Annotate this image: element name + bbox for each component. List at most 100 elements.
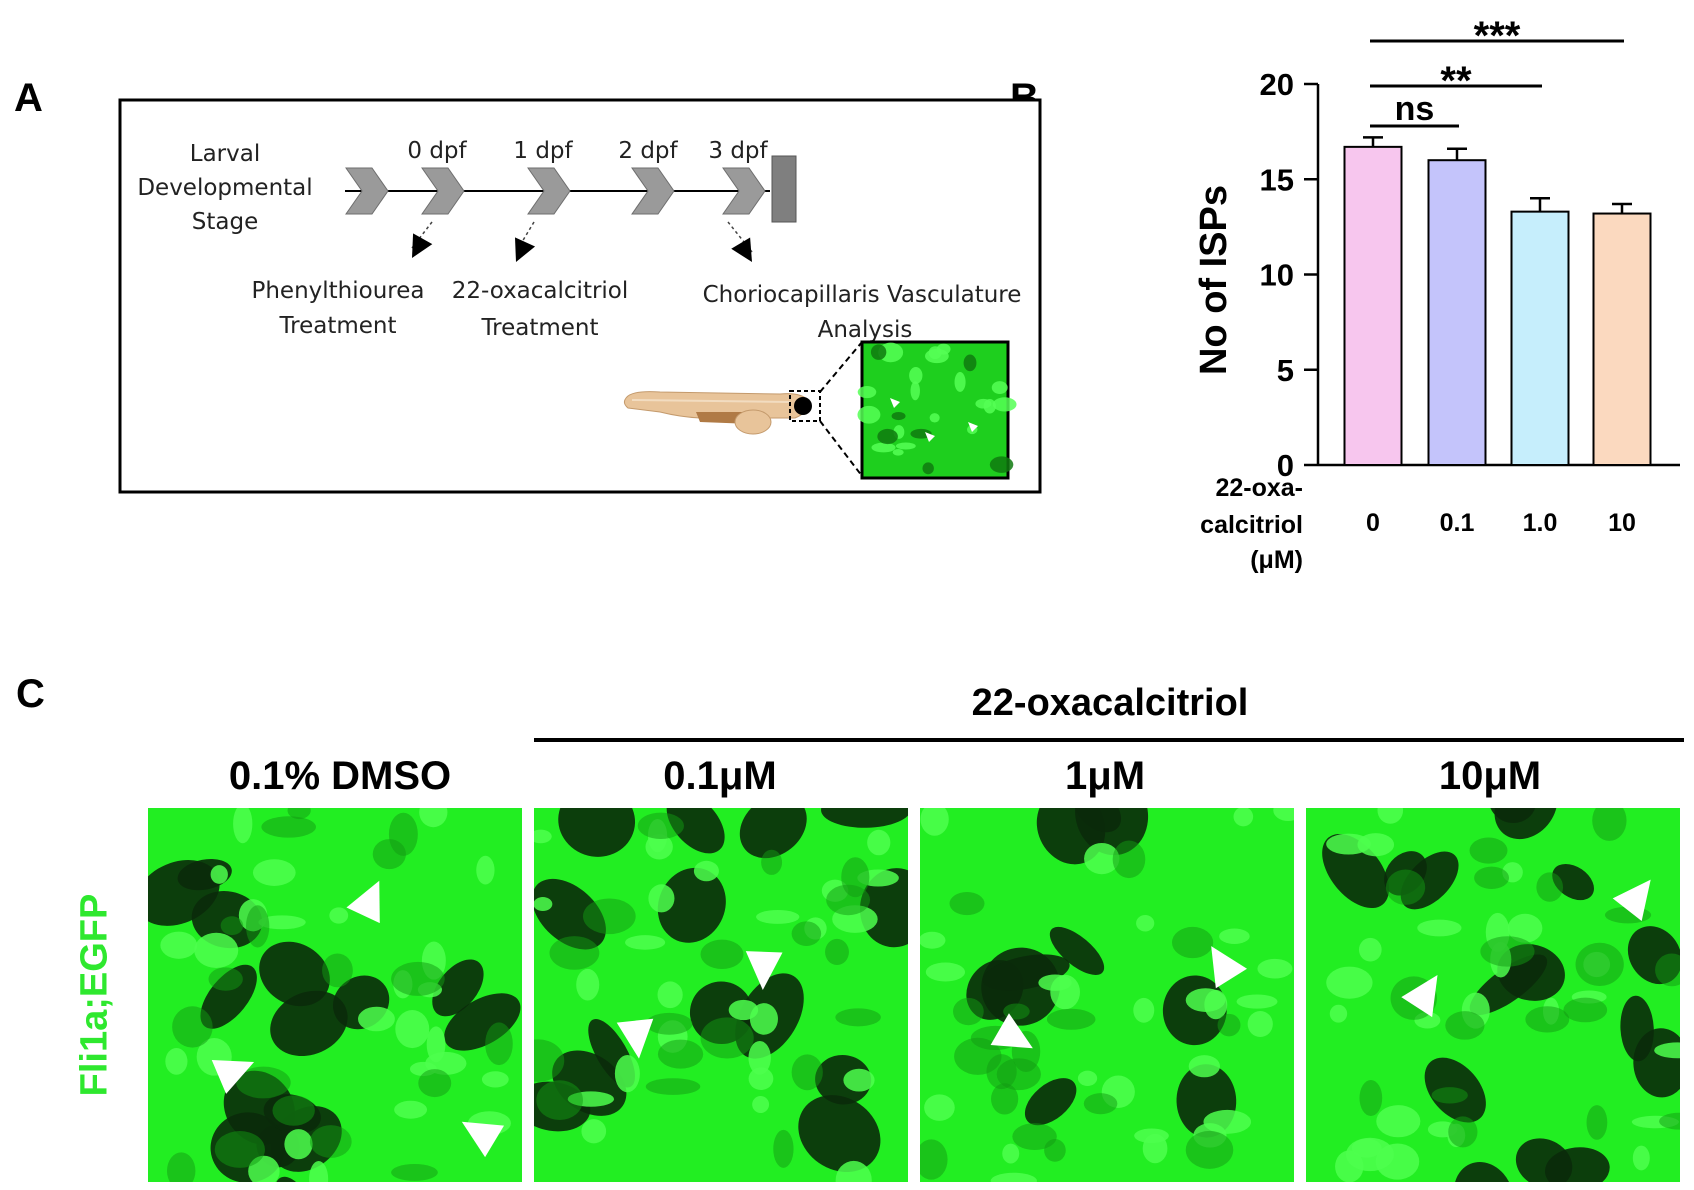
bright-cell — [990, 1172, 1037, 1182]
inset-arrowhead — [968, 422, 978, 432]
inset-cell — [877, 428, 898, 445]
bright-cell — [752, 1095, 770, 1114]
stage-label-line: Developmental — [137, 175, 312, 201]
dark-lumen — [432, 959, 484, 1017]
inset-cell — [975, 398, 992, 409]
dark-lumen — [1453, 1162, 1514, 1182]
mid-tissue — [534, 1039, 565, 1082]
bright-cell — [1136, 914, 1155, 932]
timeline-chevron — [722, 167, 766, 215]
mid-tissue — [485, 1022, 513, 1066]
bright-cell — [867, 829, 891, 856]
y-tick-label: 15 — [1260, 162, 1294, 197]
bright-cell — [1077, 1070, 1098, 1087]
bright-cell — [1329, 1004, 1348, 1023]
white-arrowhead — [1612, 879, 1651, 922]
inset-cell — [909, 366, 923, 385]
mid-tissue — [773, 1129, 794, 1168]
micrograph-10um — [1306, 808, 1680, 1182]
mid-tissue — [1659, 1112, 1680, 1130]
treatment-label-line: Choriocapillaris Vasculature — [703, 282, 1022, 308]
treatment-label-line: Analysis — [818, 317, 913, 343]
inset-cell — [895, 442, 916, 450]
panel-letter-a: A — [14, 76, 43, 120]
inset-cell — [857, 385, 877, 399]
bright-cell — [1273, 808, 1294, 822]
bright-cell — [1632, 1145, 1650, 1171]
bright-cell — [1377, 808, 1404, 824]
mid-tissue — [949, 892, 985, 916]
mid-tissue — [1586, 1105, 1608, 1140]
bright-cell — [576, 968, 600, 1001]
y-axis-label: No of ISPs — [1193, 185, 1235, 375]
inset-cell — [963, 354, 977, 372]
inset-cell — [857, 405, 881, 424]
dark-lumen — [1024, 1078, 1077, 1126]
x-tick-label: 0.1 — [1440, 509, 1475, 537]
treatment-arrow-head — [514, 237, 536, 262]
bright-cell — [843, 1068, 875, 1092]
mid-tissue — [761, 849, 783, 875]
mid-tissue — [637, 812, 685, 839]
mid-tissue — [166, 1152, 196, 1182]
y-tick-label: 0 — [1277, 448, 1294, 483]
experiment-timeline-diagram: Larval Developmental Stage 0 dpf 1 dpf 2 dpf 3… — [118, 98, 1042, 494]
mid-tissue — [388, 812, 418, 856]
bar — [1427, 159, 1487, 466]
mid-tissue — [391, 961, 445, 996]
dark-lumen — [534, 878, 606, 950]
inset-arrowhead — [925, 432, 935, 442]
treatment-group-title: 22-oxacalcitriol — [971, 682, 1249, 724]
dark-lumen — [1515, 1138, 1573, 1182]
mid-tissue — [582, 898, 636, 935]
significance-label: ** — [1440, 59, 1472, 103]
mid-tissue — [1112, 840, 1146, 879]
bright-cell — [1346, 1137, 1394, 1172]
inset-cell — [892, 449, 904, 456]
white-arrowhead — [461, 1121, 505, 1158]
condition-label-dmso: 0.1% DMSO — [228, 754, 452, 798]
bright-cell — [1376, 1105, 1421, 1138]
bright-cell — [625, 935, 666, 950]
bright-cell — [233, 808, 253, 844]
treatment-group-bracket — [534, 738, 1684, 742]
x-tick-label: 10 — [1608, 509, 1636, 537]
inset-cell — [922, 462, 934, 475]
bright-cell — [657, 981, 683, 1009]
bright-cell — [534, 897, 553, 912]
inset-cell — [910, 428, 932, 439]
mid-tissue — [1575, 942, 1624, 987]
choriocapillaris-inset — [857, 340, 1017, 480]
mid-tissue — [700, 1017, 754, 1059]
white-arrowhead — [745, 951, 783, 990]
bright-cell — [1084, 842, 1120, 875]
bright-cell — [920, 808, 949, 836]
mid-tissue — [236, 1066, 291, 1099]
mid-tissue — [208, 967, 243, 991]
mid-tissue — [1385, 869, 1426, 905]
bright-cell — [1133, 997, 1155, 1023]
dark-lumen — [1620, 995, 1654, 1062]
bright-cell — [1188, 1055, 1221, 1078]
mid-tissue — [645, 1078, 701, 1095]
treatment-label-line: 22-oxacalcitriol — [452, 278, 629, 304]
dark-lumen — [1552, 863, 1594, 901]
bright-cell — [1050, 974, 1080, 1010]
mid-tissue — [549, 936, 600, 970]
bright-cell — [165, 1048, 188, 1075]
y-tick-label: 20 — [1260, 67, 1294, 102]
mid-tissue — [287, 808, 311, 820]
x-tick-label: 1.0 — [1523, 509, 1558, 537]
mid-tissue — [309, 1125, 352, 1158]
condition-label-10um: 10μM — [1438, 754, 1542, 798]
dark-lumen — [821, 808, 908, 828]
dark-lumen — [200, 964, 257, 1029]
mid-tissue — [172, 1006, 213, 1048]
bright-cell — [160, 931, 198, 959]
dark-lumen — [1049, 926, 1105, 976]
white-arrowhead — [990, 1013, 1033, 1049]
mid-tissue — [791, 1054, 823, 1091]
bar — [1510, 210, 1570, 466]
bright-cell — [748, 1040, 771, 1075]
bright-cell — [210, 865, 228, 884]
